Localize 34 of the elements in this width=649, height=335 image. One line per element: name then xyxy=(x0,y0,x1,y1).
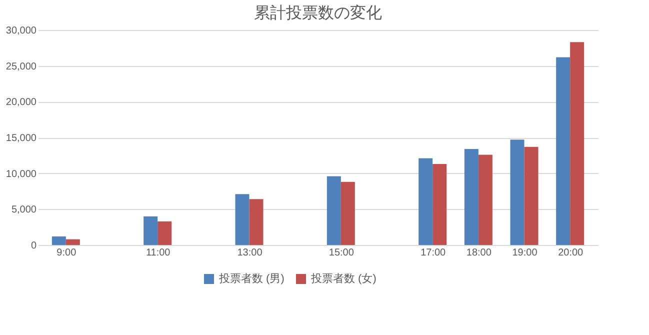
bar xyxy=(66,239,80,245)
bar xyxy=(510,140,524,245)
y-tick-label: 0 xyxy=(30,240,37,252)
y-tick-label: 10,000 xyxy=(6,168,37,180)
y-tick-label: 25,000 xyxy=(6,61,37,72)
bar xyxy=(418,158,433,245)
bar xyxy=(570,42,584,245)
x-tick-label: 17:00 xyxy=(420,248,446,258)
legend-label: 投票者数 (男) xyxy=(218,272,284,285)
x-tick-label: 20:00 xyxy=(558,248,584,258)
bar xyxy=(340,182,355,245)
x-tick-label: 13:00 xyxy=(237,248,263,258)
x-tick-label: 15:00 xyxy=(328,248,354,258)
bar xyxy=(556,57,570,245)
x-tick-label: 9:00 xyxy=(56,248,77,258)
chart-title: 累計投票数の変化 xyxy=(254,4,382,22)
legend-label: 投票者数 (女) xyxy=(310,272,376,285)
bar xyxy=(158,221,172,245)
bar xyxy=(52,236,66,245)
y-tick-label: 30,000 xyxy=(6,26,37,36)
y-tick-label: 15,000 xyxy=(6,133,37,144)
y-tick-label: 20,000 xyxy=(6,97,37,108)
bar xyxy=(478,154,492,245)
bar xyxy=(235,194,250,245)
bar xyxy=(144,216,158,245)
x-tick-label: 18:00 xyxy=(466,248,492,258)
bar xyxy=(326,176,341,245)
x-tick-label: 11:00 xyxy=(146,248,171,258)
bar xyxy=(432,164,447,245)
bar xyxy=(464,148,478,245)
bar xyxy=(249,199,264,245)
bar xyxy=(524,146,538,245)
x-tick-label: 19:00 xyxy=(512,248,538,258)
y-tick-label: 5,000 xyxy=(11,204,37,216)
